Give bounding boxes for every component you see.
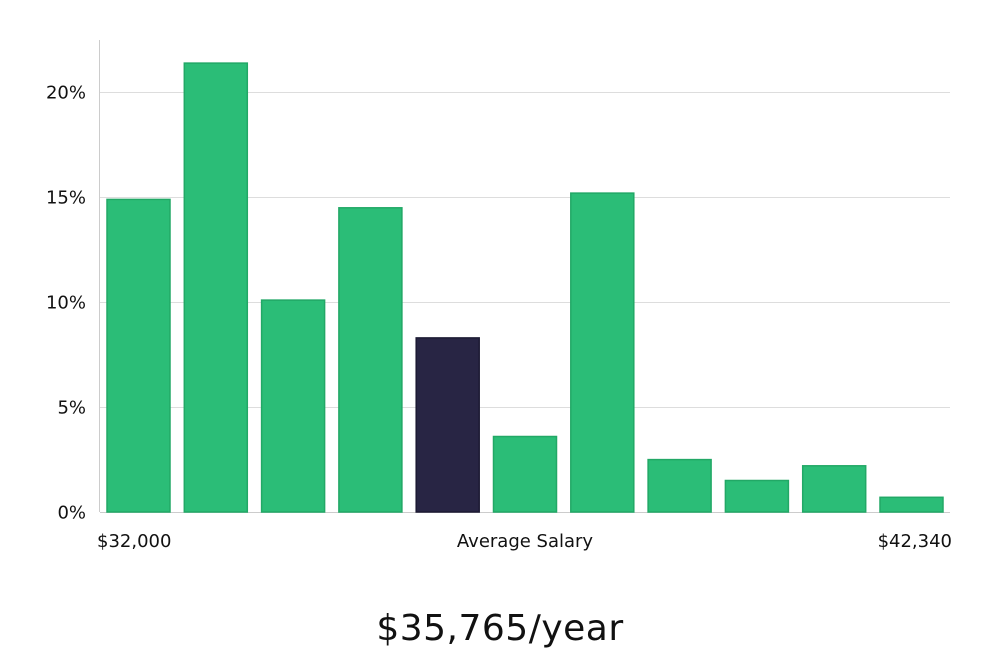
bar: [338, 207, 403, 513]
y-tick-label: 5%: [57, 398, 86, 419]
y-tick-label: 20%: [46, 83, 86, 104]
bar: [879, 496, 944, 513]
y-tick-label: 10%: [46, 293, 86, 314]
x-label-average: Average Salary: [457, 531, 594, 552]
bar: [492, 435, 558, 513]
y-tick-label: 15%: [46, 188, 86, 209]
x-label-min: $32,000: [97, 531, 171, 552]
bar: [647, 458, 712, 513]
y-tick-labels: 0% 5% 10% 15% 20%: [46, 83, 86, 524]
salary-histogram: 0% 5% 10% 15% 20% $32,000 Average Salary $42…: [46, 40, 952, 552]
bar: [183, 62, 249, 513]
bar-highlighted: [415, 337, 480, 513]
bar: [570, 192, 635, 513]
bar: [260, 299, 326, 513]
bar: [106, 198, 171, 513]
bar: [801, 465, 867, 513]
average-salary-value: $35,765/year: [376, 608, 624, 649]
bar: [724, 479, 790, 513]
bars: [106, 62, 944, 513]
x-label-max: $42,340: [878, 531, 952, 552]
y-tick-label: 0%: [57, 503, 86, 524]
